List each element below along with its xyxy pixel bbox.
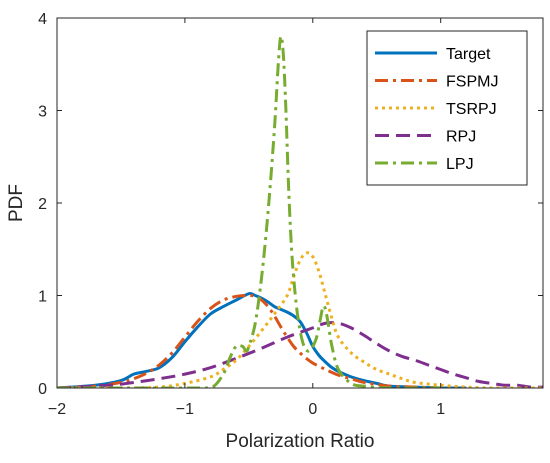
x-tick-label: −2 (48, 401, 66, 418)
legend-box (366, 30, 528, 186)
y-tick-label: 2 (38, 196, 47, 213)
legend: Target FSPMJ TSRPJ RPJ LPJ (366, 30, 528, 186)
y-tick-label: 3 (38, 104, 47, 121)
series-line-fspmj (57, 294, 441, 388)
ticks-layer: −2 −1 0 1 0 1 2 3 4 (38, 11, 543, 418)
legend-label-fspmj: FSPMJ (446, 74, 498, 91)
series-line-lpj (57, 34, 441, 388)
series-line-tsrpj (57, 251, 543, 388)
y-axis-title: PDF (6, 184, 27, 222)
legend-label-tsrpj: TSRPJ (446, 101, 497, 118)
x-tick-label: 1 (436, 401, 445, 418)
x-tick-label: 0 (308, 401, 317, 418)
legend-label-lpj: LPJ (446, 156, 474, 173)
series-line-rpj (57, 321, 543, 388)
legend-label-target: Target (446, 46, 491, 63)
y-tick-label: 0 (38, 381, 47, 398)
series-layer (57, 34, 543, 388)
x-tick-label: −1 (176, 401, 194, 418)
y-tick-label: 1 (38, 289, 47, 306)
x-axis-title: Polarization Ratio (226, 431, 375, 452)
legend-label-rpj: RPJ (446, 129, 476, 146)
y-tick-label: 4 (38, 11, 47, 28)
